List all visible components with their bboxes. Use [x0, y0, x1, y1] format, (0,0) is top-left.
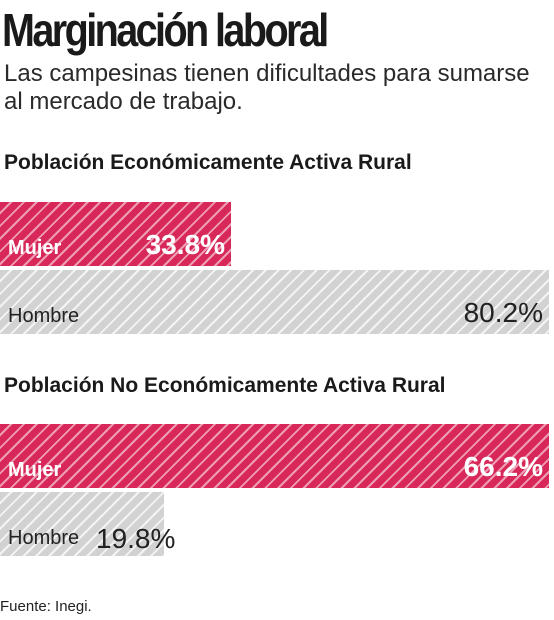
value-label-mujer: 66.2% [463, 451, 543, 482]
category-label-mujer: Mujer [8, 237, 62, 259]
source-note: Fuente: Inegi. [0, 598, 92, 615]
value-label-mujer: 33.8% [145, 229, 225, 260]
chart-subtitle: Las campesinas tienen dificultades para … [4, 60, 530, 115]
value-label-hombre: 19.8% [96, 523, 176, 554]
value-label-hombre: 80.2% [463, 297, 543, 328]
bar-mujer-no-activa: Mujer 66.2% [0, 424, 549, 488]
chart-title: Marginación laboral [2, 4, 329, 56]
category-label-mujer: Mujer [8, 459, 62, 481]
bar-hombre-activa: Hombre 80.2% [0, 270, 549, 334]
category-label-hombre: Hombre [8, 305, 80, 327]
bar-hombre-no-activa: Hombre [0, 492, 164, 556]
category-label-hombre: Hombre [8, 527, 80, 549]
bar-mujer-activa: Mujer 33.8% [0, 202, 231, 266]
section-title-activa: Población Económicamente Activa Rural [4, 151, 412, 174]
section-title-no-activa: Población No Económicamente Activa Rural [4, 374, 446, 397]
